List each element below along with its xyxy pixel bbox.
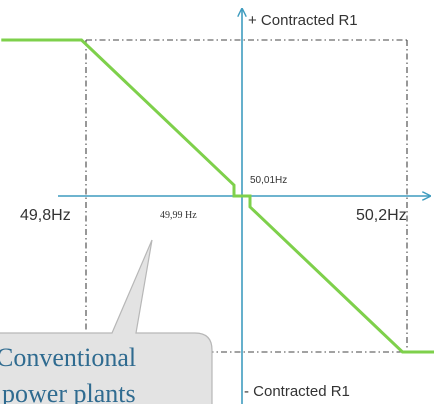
right-frequency-label: 50,2Hz [356,207,407,224]
callout-line-2: power plants [2,379,136,404]
reference-box [85,39,408,353]
high-deadband-label: 50,01Hz [250,175,287,186]
y-bottom-label: - Contracted R1 [244,383,350,400]
callout-bubble [0,239,213,404]
callout: Conventional power plants [0,239,213,404]
low-deadband-label: 49,99 Hz [160,210,197,221]
callout-line-1: Conventional [0,343,136,372]
left-frequency-label: 49,8Hz [20,207,71,224]
droop-curve-line [1,38,434,354]
y-top-label: + Contracted R1 [248,12,358,29]
